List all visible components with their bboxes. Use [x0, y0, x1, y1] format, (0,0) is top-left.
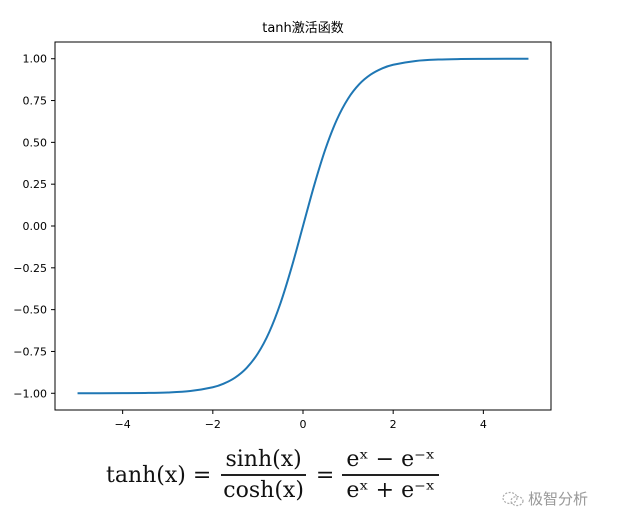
x-tick-label: 0 — [300, 418, 307, 431]
y-tick-label: −1.00 — [13, 387, 47, 400]
y-tick-label: 0.50 — [23, 136, 48, 149]
denominator-exp-sum: eˣ + e⁻ˣ — [346, 478, 436, 503]
y-tick-label: −0.25 — [13, 262, 47, 275]
fraction-sinh-cosh: sinh(x) cosh(x) — [219, 447, 308, 503]
x-tick-label: −2 — [205, 418, 221, 431]
series — [77, 57, 529, 395]
wechat-icon — [502, 491, 524, 506]
x-tick-label: −4 — [115, 418, 131, 431]
y-tick-label: −0.50 — [13, 304, 47, 317]
x-tick-label: 2 — [390, 418, 397, 431]
y-tick-label: 1.00 — [23, 53, 48, 66]
tanh-formula: tanh(x) = sinh(x) cosh(x) = eˣ − e⁻ˣ eˣ … — [106, 447, 440, 503]
y-tick-label: 0.75 — [23, 95, 48, 108]
watermark-text: 极智分析 — [528, 490, 589, 508]
y-axis: 1.00 0.75 0.50 0.25 0.00 −0.25 −0.50 −0.75 −1.00 — [13, 53, 55, 400]
x-tick-label: 4 — [480, 418, 487, 431]
y-tick-label: 0.00 — [23, 220, 48, 233]
watermark: 极智分析 — [502, 488, 588, 509]
y-tick-label: 0.25 — [23, 178, 48, 191]
y-tick-label: −0.75 — [13, 345, 47, 358]
x-axis: −4 −2 0 2 4 — [115, 410, 487, 431]
denominator-cosh: cosh(x) — [223, 478, 304, 503]
numerator-sinh: sinh(x) — [221, 447, 306, 476]
chart-title: tanh激活函数 — [262, 21, 344, 36]
tanh-curve — [77, 57, 529, 395]
fraction-exp: eˣ − e⁻ˣ eˣ + e⁻ˣ — [342, 447, 440, 503]
numerator-exp-diff: eˣ − e⁻ˣ — [342, 447, 440, 476]
formula-lhs: tanh(x) = — [106, 462, 212, 488]
formula-equals: = — [315, 462, 335, 488]
